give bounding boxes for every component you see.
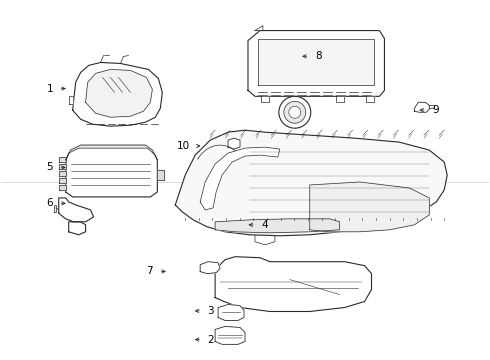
Polygon shape	[73, 62, 162, 126]
Polygon shape	[200, 147, 280, 210]
Text: 7: 7	[147, 266, 153, 276]
Text: 4: 4	[261, 220, 268, 230]
Polygon shape	[415, 102, 429, 112]
Text: 5: 5	[47, 162, 53, 172]
Circle shape	[289, 106, 301, 118]
Polygon shape	[59, 157, 66, 162]
Polygon shape	[218, 305, 244, 320]
Text: 9: 9	[432, 105, 439, 115]
Polygon shape	[66, 145, 157, 197]
Polygon shape	[336, 96, 343, 102]
Polygon shape	[69, 96, 73, 104]
Polygon shape	[258, 39, 374, 85]
Polygon shape	[228, 138, 240, 149]
Polygon shape	[310, 182, 429, 232]
Polygon shape	[215, 219, 340, 233]
Polygon shape	[248, 31, 385, 96]
Text: 3: 3	[207, 306, 214, 316]
Polygon shape	[215, 327, 245, 345]
Polygon shape	[66, 145, 157, 160]
Polygon shape	[69, 222, 86, 235]
Polygon shape	[366, 96, 373, 102]
Polygon shape	[59, 164, 66, 169]
Polygon shape	[261, 96, 269, 102]
Polygon shape	[157, 170, 164, 180]
Polygon shape	[200, 262, 220, 274]
Text: 8: 8	[315, 51, 321, 61]
Text: 10: 10	[176, 141, 190, 151]
Circle shape	[279, 96, 311, 128]
Polygon shape	[59, 171, 66, 176]
Text: 2: 2	[207, 334, 214, 345]
Polygon shape	[59, 185, 66, 190]
Text: 1: 1	[47, 84, 53, 94]
Text: 6: 6	[47, 198, 53, 208]
Polygon shape	[175, 130, 447, 236]
Polygon shape	[86, 69, 152, 117]
Polygon shape	[59, 178, 66, 183]
Polygon shape	[291, 96, 299, 102]
Polygon shape	[215, 257, 371, 311]
Polygon shape	[59, 198, 94, 222]
Circle shape	[284, 101, 306, 123]
